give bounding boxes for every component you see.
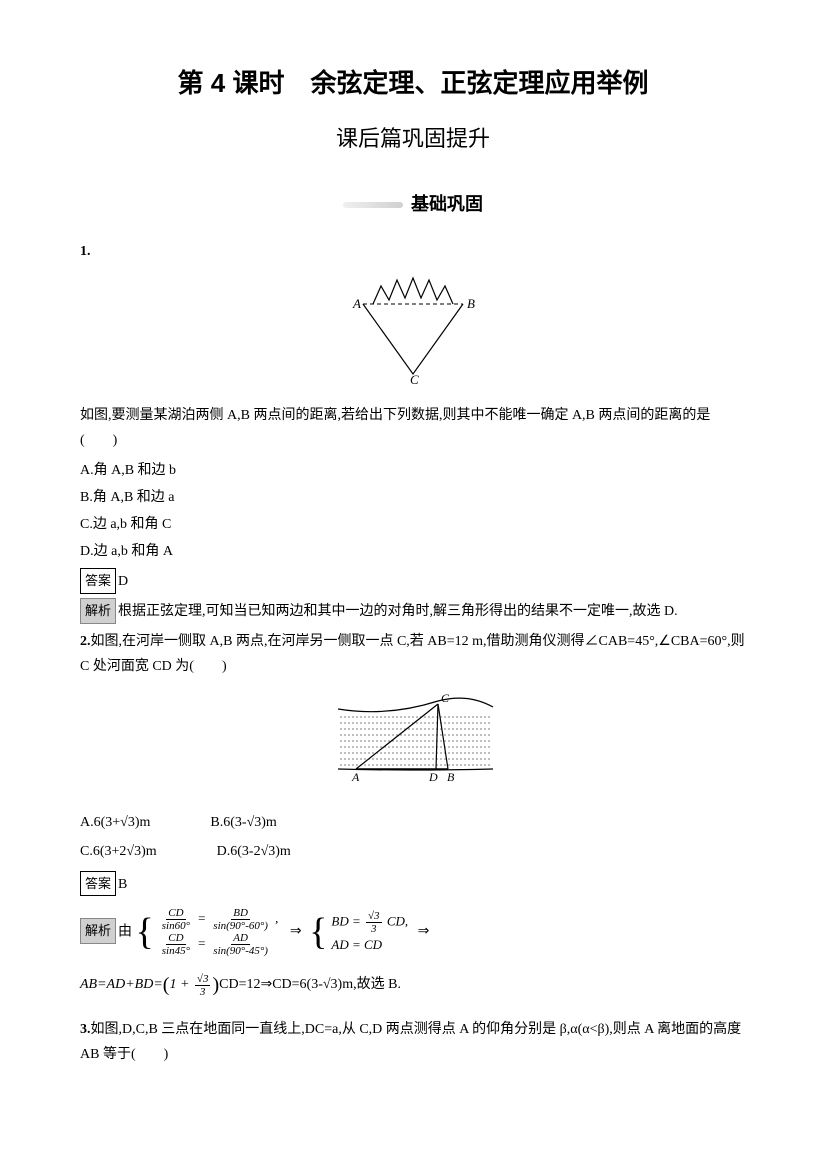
page-subtitle: 课后篇巩固提升 [80, 119, 746, 159]
q2-option-b: B.6(3-√3)m [210, 810, 276, 835]
frac-num: CD [166, 932, 185, 945]
res-text: CD, [387, 913, 408, 928]
res-text: AD = CD [331, 935, 408, 955]
q1-answer-label: 答案 [80, 568, 116, 593]
frac-den: sin60° [160, 920, 192, 932]
q1-analysis: 根据正弦定理,可知当已知两边和其中一边的对角时,解三角形得出的结果不一定唯一,故… [118, 604, 678, 619]
frac-den: 3 [369, 923, 379, 935]
frac-num: √3 [366, 910, 382, 923]
frac-num: CD [166, 907, 185, 920]
q3-number: 3. [80, 1022, 91, 1037]
section-divider: 基础巩固 [80, 188, 746, 220]
svg-text:B: B [447, 770, 455, 784]
frac-num: AD [231, 932, 250, 945]
frac-den: sin45° [160, 945, 192, 957]
arrow: ⇒ [418, 924, 430, 939]
q2-number: 2. [80, 634, 91, 649]
q1-option-d: D.边 a,b 和角 A [80, 539, 746, 564]
q1-option-c: C.边 a,b 和角 C [80, 512, 746, 537]
q1-answer: D [118, 574, 128, 589]
q2-option-d: D.6(3-2√3)m [217, 839, 291, 864]
eq-text: CD=12⇒CD=6(3-√3)m,故选 B. [219, 977, 401, 992]
svg-text:A: A [352, 296, 361, 311]
page-title: 第 4 课时 余弦定理、正弦定理应用举例 [80, 60, 746, 107]
res-text: BD = [331, 913, 360, 928]
svg-text:A: A [351, 770, 360, 784]
svg-text:B: B [467, 296, 475, 311]
q1-analysis-label: 解析 [80, 598, 116, 623]
q2-figure: A D B C [80, 689, 746, 798]
section-label: 基础巩固 [411, 188, 483, 220]
arrow: ⇒ [290, 924, 302, 939]
svg-text:C: C [410, 372, 419, 384]
frac-den: sin(90°-45°) [211, 945, 270, 957]
frac-num: BD [231, 907, 250, 920]
q2-option-c: C.6(3+2√3)m [80, 839, 157, 864]
q3-stem: 如图,D,C,B 三点在地面同一直线上,DC=a,从 C,D 两点测得点 A 的… [80, 1022, 741, 1062]
frac-den: 3 [198, 986, 208, 998]
divider-line [343, 202, 403, 208]
svg-text:C: C [441, 691, 450, 705]
frac-num: √3 [195, 973, 211, 986]
q2-stem: 如图,在河岸一侧取 A,B 两点,在河岸另一侧取一点 C,若 AB=12 m,借… [80, 634, 745, 674]
eq-text: 1 + [169, 977, 189, 992]
q2-answer: B [118, 877, 127, 892]
q1-option-b: B.角 A,B 和边 a [80, 485, 746, 510]
frac-den: sin(90°-60°) [211, 920, 270, 932]
q2-final-line: AB=AD+BD=(1 + √33)CD=12⇒CD=6(3-√3)m,故选 B… [80, 967, 746, 1003]
q2-option-a: A.6(3+√3)m [80, 810, 150, 835]
q1-option-a: A.角 A,B 和边 b [80, 458, 746, 483]
q1-stem: 如图,要测量某湖泊两侧 A,B 两点间的距离,若给出下列数据,则其中不能唯一确定… [80, 403, 746, 453]
q1-figure: A B C [80, 274, 746, 393]
q2-analysis-math: 解析由 { CDsin60° = BDsin(90°-60°) , CDsin4… [80, 907, 746, 957]
q2-answer-label: 答案 [80, 871, 116, 896]
q2-analysis-label: 解析 [80, 918, 116, 943]
eq-text: AB=AD+BD= [80, 977, 163, 992]
svg-text:D: D [428, 770, 438, 784]
q1-number: 1. [80, 244, 91, 259]
q2-analysis-prefix: 由 [118, 924, 132, 939]
